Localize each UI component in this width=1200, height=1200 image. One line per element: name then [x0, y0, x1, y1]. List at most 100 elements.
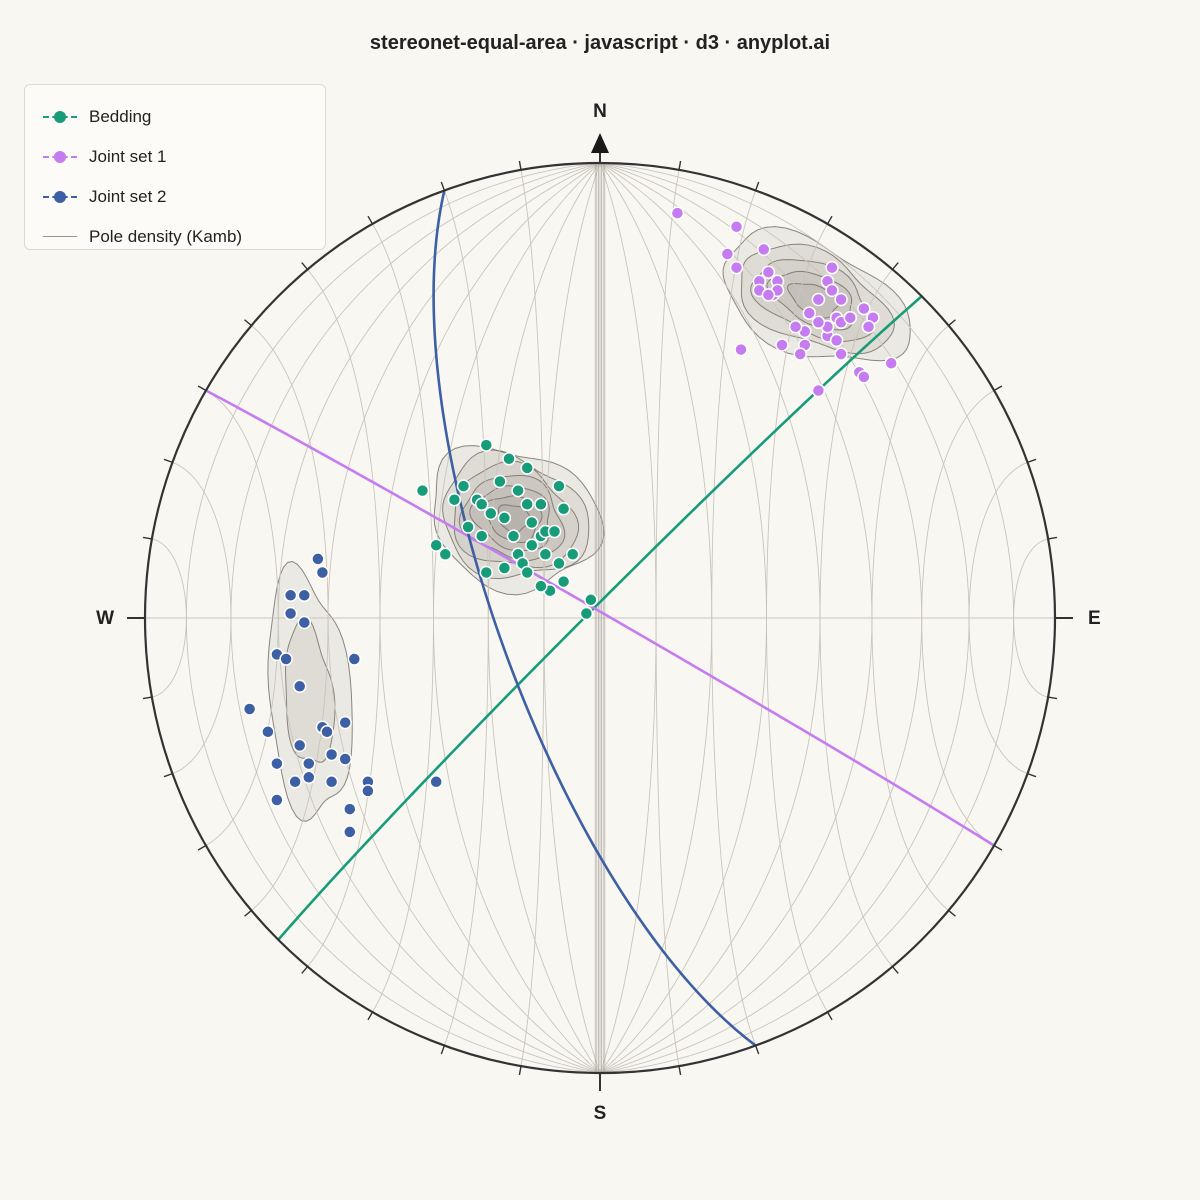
pole-point-bedding: [534, 579, 548, 593]
azimuth-tick: [197, 844, 207, 851]
pole-point-bedding: [456, 479, 471, 493]
legend-label: Joint set 2: [89, 187, 167, 206]
pole-point-joint-set-2: [279, 652, 293, 666]
legend-item-pole-density[interactable]: Pole density (Kamb): [25, 217, 325, 257]
pole-point-bedding: [547, 524, 562, 539]
pole-point-bedding: [493, 474, 507, 489]
legend-marker-joint-set-2: [43, 190, 77, 204]
pole-point-bedding: [579, 606, 594, 621]
pole-point-joint-set-1: [811, 292, 826, 307]
azimuth-tick: [197, 385, 207, 392]
pole-point-bedding: [511, 483, 525, 498]
legend-item-bedding[interactable]: Bedding: [25, 97, 325, 137]
stereonet-grid: [145, 162, 1055, 1074]
legend-item-joint-set-2[interactable]: Joint set 2: [25, 177, 325, 217]
azimuth-tick: [948, 909, 956, 917]
pole-point-joint-set-2: [361, 784, 375, 798]
pole-point-bedding: [497, 561, 512, 575]
pole-point-joint-set-1: [811, 315, 826, 330]
pole-point-bedding: [556, 502, 571, 516]
legend-label: Joint set 1: [89, 147, 167, 166]
pole-point-joint-set-1: [729, 219, 744, 234]
azimuth-tick: [301, 262, 309, 270]
azimuth-tick: [993, 844, 1003, 851]
legend-label: Bedding: [89, 107, 152, 126]
pole-point-joint-set-1: [857, 301, 871, 316]
east-label: E: [1088, 608, 1101, 629]
pole-point-joint-set-2: [311, 552, 325, 566]
pole-point-bedding: [534, 497, 548, 512]
pole-point-joint-set-1: [793, 347, 807, 361]
pole-point-joint-set-2: [302, 770, 316, 785]
azimuth-tick: [993, 385, 1003, 392]
pole-point-bedding: [415, 483, 430, 498]
pole-point-joint-set-1: [861, 320, 876, 334]
pole-point-joint-set-1: [761, 288, 776, 302]
azimuth-tick: [754, 1045, 760, 1055]
pole-point-joint-set-1: [825, 260, 839, 275]
pole-point-bedding: [474, 529, 489, 543]
azimuth-tick: [142, 536, 153, 540]
legend-item-joint-set-1[interactable]: Joint set 1: [25, 137, 325, 177]
pole-point-joint-set-2: [302, 756, 316, 771]
west-label: W: [96, 608, 114, 629]
pole-point-bedding: [552, 556, 566, 571]
azimuth-tick: [142, 696, 153, 700]
pole-point-joint-set-1: [829, 333, 844, 348]
pole-point-joint-set-2: [261, 725, 275, 739]
pole-point-bedding: [520, 497, 534, 512]
azimuth-tick: [1027, 458, 1037, 464]
pole-point-joint-set-1: [788, 320, 803, 334]
pole-point-joint-set-1: [884, 356, 898, 370]
pole-point-bedding: [584, 593, 598, 607]
legend-marker-bedding: [43, 110, 77, 124]
azimuth-tick: [518, 1065, 522, 1076]
pole-point-joint-set-1: [834, 347, 848, 361]
azimuth-tick: [826, 1011, 833, 1021]
azimuth-tick: [244, 319, 252, 327]
azimuth-tick: [754, 181, 760, 191]
pole-point-joint-set-1: [729, 260, 744, 275]
azimuth-tick: [367, 215, 374, 225]
azimuth-tick: [891, 262, 899, 270]
north-label: N: [593, 101, 607, 122]
pole-point-joint-set-2: [338, 715, 352, 730]
south-label: S: [594, 1103, 607, 1124]
pole-point-bedding: [497, 511, 512, 525]
pole-point-joint-set-1: [811, 383, 826, 398]
pole-point-bedding: [479, 565, 494, 580]
azimuth-tick: [678, 1065, 682, 1076]
pole-point-joint-set-2: [315, 565, 330, 580]
pole-point-joint-set-2: [343, 825, 357, 839]
azimuth-tick: [163, 772, 173, 778]
azimuth-tick: [948, 319, 956, 327]
legend-label: Pole density (Kamb): [89, 227, 243, 246]
pole-point-joint-set-2: [347, 652, 362, 666]
azimuth-tick: [244, 909, 252, 917]
pole-point-joint-set-1: [825, 283, 839, 298]
azimuth-tick: [518, 160, 522, 171]
legend-marker-pole-density: [43, 230, 77, 244]
pole-point-joint-set-2: [270, 756, 284, 771]
pole-point-joint-set-2: [338, 752, 352, 766]
pole-point-joint-set-2: [292, 738, 307, 753]
pole-point-joint-set-1: [720, 247, 735, 261]
pole-point-joint-set-2: [324, 747, 339, 762]
pole-point-bedding: [525, 515, 539, 530]
pole-point-bedding: [552, 479, 566, 493]
pole-point-bedding: [520, 565, 534, 580]
pole-point-bedding: [461, 520, 475, 534]
north-arrow-icon: [591, 133, 609, 153]
pole-point-joint-set-1: [857, 370, 871, 384]
azimuth-tick: [1047, 696, 1058, 700]
pole-points: [242, 206, 898, 839]
pole-point-joint-set-2: [343, 802, 357, 816]
pole-point-bedding: [556, 574, 571, 589]
pole-point-joint-set-2: [324, 775, 339, 789]
azimuth-tick: [440, 1045, 446, 1055]
pole-point-bedding: [520, 461, 534, 475]
azimuth-tick: [891, 966, 899, 974]
primitive-circle: [127, 133, 1073, 1091]
pole-point-bedding: [474, 497, 489, 512]
